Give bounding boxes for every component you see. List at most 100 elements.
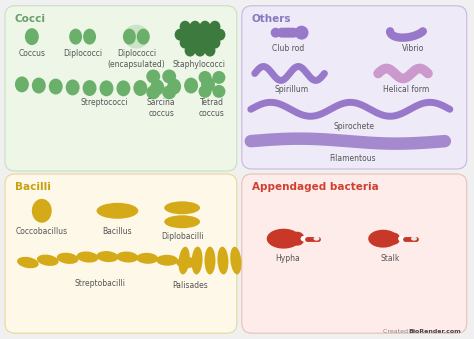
Text: Appendaged bacteria: Appendaged bacteria (252, 182, 379, 192)
Ellipse shape (97, 251, 118, 262)
Ellipse shape (49, 79, 63, 95)
Text: Spirochete: Spirochete (334, 122, 375, 131)
Ellipse shape (204, 247, 216, 275)
Ellipse shape (82, 80, 97, 96)
Ellipse shape (77, 252, 99, 263)
Ellipse shape (57, 253, 79, 264)
FancyBboxPatch shape (242, 174, 467, 333)
Text: Stalk: Stalk (381, 254, 400, 263)
Ellipse shape (69, 29, 82, 45)
Ellipse shape (398, 236, 406, 242)
Ellipse shape (210, 21, 220, 33)
Ellipse shape (133, 80, 147, 96)
Text: Diplococci: Diplococci (63, 48, 102, 58)
Ellipse shape (25, 28, 39, 45)
Ellipse shape (180, 21, 191, 33)
Ellipse shape (164, 201, 200, 214)
Ellipse shape (200, 37, 210, 48)
Ellipse shape (212, 85, 226, 98)
Ellipse shape (199, 85, 211, 98)
Text: Coccobacillus: Coccobacillus (16, 227, 68, 236)
Ellipse shape (194, 29, 206, 41)
Ellipse shape (368, 230, 398, 247)
Ellipse shape (167, 79, 181, 95)
Text: Bacilli: Bacilli (15, 182, 51, 192)
Ellipse shape (83, 29, 96, 45)
Ellipse shape (184, 29, 196, 41)
Ellipse shape (123, 29, 136, 45)
Ellipse shape (37, 255, 59, 266)
Ellipse shape (146, 85, 160, 99)
Ellipse shape (150, 79, 164, 95)
Ellipse shape (388, 233, 400, 245)
Ellipse shape (174, 29, 186, 41)
Ellipse shape (32, 199, 52, 223)
Ellipse shape (201, 77, 215, 92)
Text: Staphylococci: Staphylococci (173, 60, 226, 68)
Ellipse shape (218, 247, 228, 275)
Ellipse shape (200, 21, 210, 33)
Ellipse shape (162, 85, 176, 99)
Text: Spirillum: Spirillum (274, 85, 309, 94)
Text: Diplobacilli: Diplobacilli (161, 232, 203, 241)
Ellipse shape (176, 257, 198, 268)
Text: Streptobacilli: Streptobacilli (74, 279, 125, 288)
Text: Others: Others (252, 14, 292, 24)
Ellipse shape (184, 45, 196, 57)
Text: Club rod: Club rod (273, 44, 305, 53)
Ellipse shape (180, 37, 191, 48)
Ellipse shape (15, 77, 29, 92)
Text: Cocci: Cocci (15, 14, 46, 24)
Ellipse shape (32, 78, 46, 94)
Ellipse shape (291, 232, 304, 246)
Text: Hypha: Hypha (275, 254, 300, 263)
FancyBboxPatch shape (5, 174, 237, 333)
Text: Streptococci: Streptococci (81, 98, 128, 107)
Ellipse shape (190, 37, 201, 48)
Text: Filamentous: Filamentous (329, 154, 375, 163)
Text: Coccus: Coccus (18, 48, 46, 58)
FancyBboxPatch shape (242, 6, 467, 169)
Ellipse shape (117, 252, 138, 262)
Ellipse shape (66, 79, 80, 95)
FancyBboxPatch shape (278, 28, 298, 38)
Ellipse shape (179, 247, 190, 275)
Ellipse shape (97, 203, 138, 219)
Ellipse shape (137, 29, 150, 45)
Ellipse shape (271, 28, 281, 38)
Text: Sarcina
coccus: Sarcina coccus (147, 98, 175, 118)
Text: Vibrio: Vibrio (402, 44, 424, 53)
Ellipse shape (146, 69, 160, 83)
Ellipse shape (212, 71, 226, 84)
Ellipse shape (191, 247, 202, 275)
Ellipse shape (301, 236, 309, 242)
Text: Bacillus: Bacillus (102, 227, 132, 236)
Ellipse shape (190, 21, 201, 33)
Ellipse shape (164, 215, 200, 228)
Ellipse shape (117, 80, 130, 96)
Text: Created in: Created in (383, 329, 418, 334)
Text: BioRender.com: BioRender.com (408, 329, 461, 334)
Ellipse shape (137, 253, 158, 264)
Ellipse shape (294, 26, 309, 40)
Ellipse shape (230, 247, 241, 275)
Ellipse shape (210, 37, 220, 48)
Ellipse shape (17, 257, 39, 268)
Ellipse shape (411, 237, 417, 241)
Ellipse shape (156, 255, 178, 266)
Ellipse shape (214, 29, 226, 41)
Ellipse shape (162, 69, 176, 83)
Text: Helical form: Helical form (383, 85, 429, 94)
FancyBboxPatch shape (5, 6, 237, 171)
Ellipse shape (123, 25, 149, 48)
Ellipse shape (184, 78, 198, 94)
Ellipse shape (267, 229, 301, 248)
Text: Diplococci
(encapsulated): Diplococci (encapsulated) (108, 48, 165, 69)
Ellipse shape (194, 45, 206, 57)
Ellipse shape (313, 237, 319, 241)
Ellipse shape (100, 80, 113, 96)
Ellipse shape (204, 29, 216, 41)
Ellipse shape (199, 71, 211, 84)
Text: Palisades: Palisades (172, 281, 208, 291)
Ellipse shape (204, 45, 216, 57)
